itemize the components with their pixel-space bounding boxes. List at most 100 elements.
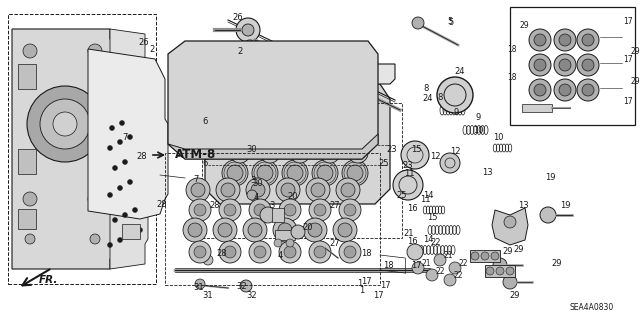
Circle shape <box>242 24 254 36</box>
Bar <box>165 153 380 285</box>
Bar <box>272 208 284 222</box>
Circle shape <box>240 280 252 292</box>
Text: 28: 28 <box>210 201 220 210</box>
Circle shape <box>219 241 241 263</box>
Circle shape <box>118 139 122 145</box>
Circle shape <box>122 160 127 165</box>
Circle shape <box>251 183 265 197</box>
Circle shape <box>312 160 338 186</box>
Text: 10: 10 <box>474 126 484 135</box>
Text: 22: 22 <box>458 259 468 269</box>
Text: 17: 17 <box>372 291 383 300</box>
Text: 11: 11 <box>420 196 430 204</box>
Text: 31: 31 <box>203 291 213 300</box>
Text: 29: 29 <box>503 248 513 256</box>
Circle shape <box>197 203 207 213</box>
Text: 14: 14 <box>424 191 434 200</box>
Circle shape <box>341 183 355 197</box>
Circle shape <box>257 165 273 181</box>
Circle shape <box>496 267 504 275</box>
Text: 31: 31 <box>193 283 204 292</box>
Circle shape <box>486 267 494 275</box>
Text: 30: 30 <box>253 179 263 188</box>
Circle shape <box>314 246 326 258</box>
Circle shape <box>348 126 362 140</box>
Text: 21: 21 <box>421 259 431 269</box>
Circle shape <box>529 54 551 76</box>
Text: 29: 29 <box>552 259 562 268</box>
Polygon shape <box>205 84 390 204</box>
Circle shape <box>347 165 363 181</box>
Circle shape <box>342 160 368 186</box>
Text: 23: 23 <box>387 145 397 154</box>
Circle shape <box>339 199 361 221</box>
Circle shape <box>228 126 242 140</box>
Text: 14: 14 <box>423 235 433 244</box>
Circle shape <box>132 207 138 212</box>
Circle shape <box>195 279 205 289</box>
Bar <box>122 224 140 239</box>
Circle shape <box>426 269 438 281</box>
Circle shape <box>554 79 576 101</box>
Text: ATM-8: ATM-8 <box>175 149 216 161</box>
Text: 5: 5 <box>447 18 452 26</box>
Text: 24: 24 <box>455 68 465 77</box>
Circle shape <box>252 160 278 186</box>
Circle shape <box>53 112 77 136</box>
Circle shape <box>491 252 499 260</box>
Circle shape <box>213 218 237 242</box>
Text: 17: 17 <box>380 280 390 290</box>
Circle shape <box>303 218 327 242</box>
Circle shape <box>309 199 331 221</box>
Text: FR.: FR. <box>38 275 58 285</box>
Circle shape <box>559 59 571 71</box>
Text: 3: 3 <box>250 176 255 185</box>
Text: 15: 15 <box>411 145 421 154</box>
Circle shape <box>286 239 294 247</box>
Circle shape <box>224 246 236 258</box>
Circle shape <box>236 18 260 42</box>
Circle shape <box>227 165 243 181</box>
Text: 22: 22 <box>430 238 440 247</box>
Circle shape <box>534 34 546 46</box>
Circle shape <box>224 204 236 216</box>
Circle shape <box>40 99 90 149</box>
Circle shape <box>221 183 235 197</box>
Polygon shape <box>88 49 168 219</box>
Circle shape <box>336 178 360 202</box>
Text: 13: 13 <box>518 201 528 210</box>
Circle shape <box>113 218 118 222</box>
Circle shape <box>559 34 571 46</box>
Circle shape <box>333 218 357 242</box>
Circle shape <box>309 241 331 263</box>
Text: 15: 15 <box>427 213 437 222</box>
Circle shape <box>554 29 576 51</box>
Circle shape <box>276 178 300 202</box>
Circle shape <box>338 223 352 237</box>
Circle shape <box>223 121 247 145</box>
Text: 17: 17 <box>362 277 372 286</box>
Circle shape <box>291 225 305 239</box>
Text: 22: 22 <box>453 271 463 280</box>
Circle shape <box>188 223 202 237</box>
Text: 18: 18 <box>508 73 516 83</box>
Polygon shape <box>492 208 528 245</box>
Circle shape <box>25 234 35 244</box>
Bar <box>202 103 402 238</box>
Circle shape <box>194 204 206 216</box>
Text: 29: 29 <box>630 78 640 86</box>
Circle shape <box>554 54 576 76</box>
Text: 11: 11 <box>404 169 415 178</box>
Text: 29: 29 <box>509 291 520 300</box>
Text: 10: 10 <box>493 133 503 143</box>
Text: 8: 8 <box>437 93 443 101</box>
Circle shape <box>186 178 210 202</box>
Circle shape <box>248 223 262 237</box>
Circle shape <box>108 192 113 197</box>
Polygon shape <box>110 29 148 269</box>
Text: 7: 7 <box>193 175 198 184</box>
Circle shape <box>218 223 232 237</box>
Circle shape <box>88 44 102 58</box>
Circle shape <box>290 143 310 163</box>
Circle shape <box>493 258 507 272</box>
